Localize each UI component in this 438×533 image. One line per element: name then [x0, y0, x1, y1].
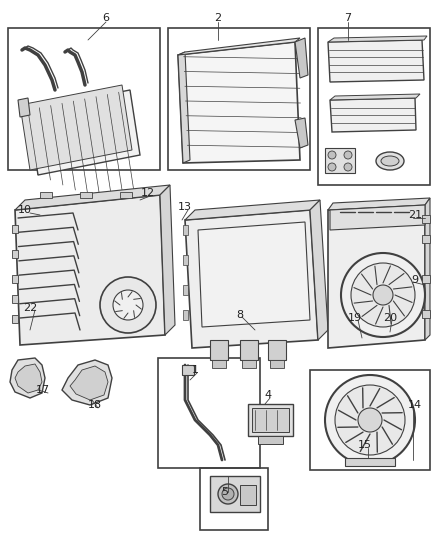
Polygon shape [178, 52, 190, 163]
Bar [183, 225, 188, 235]
Circle shape [222, 488, 234, 500]
Bar [345, 458, 395, 466]
Text: 14: 14 [408, 400, 422, 410]
Circle shape [341, 253, 425, 337]
Bar [183, 285, 188, 295]
Polygon shape [18, 98, 30, 117]
Polygon shape [328, 198, 430, 210]
Text: 1: 1 [191, 365, 198, 375]
Circle shape [373, 285, 393, 305]
Bar [318, 28, 430, 185]
Polygon shape [328, 205, 425, 348]
Bar [200, 468, 268, 530]
Circle shape [325, 375, 415, 465]
Polygon shape [178, 38, 300, 55]
Polygon shape [295, 118, 308, 148]
Bar [12, 250, 18, 258]
Polygon shape [62, 360, 112, 405]
Text: 12: 12 [141, 188, 155, 198]
Circle shape [358, 408, 382, 432]
Polygon shape [15, 185, 170, 210]
Bar [12, 315, 18, 323]
Text: 17: 17 [36, 385, 50, 395]
Circle shape [328, 151, 336, 159]
Polygon shape [198, 222, 310, 327]
Bar [240, 340, 258, 360]
Bar [212, 360, 226, 368]
Bar [120, 192, 132, 198]
Bar [12, 225, 18, 233]
Text: 2: 2 [215, 13, 222, 23]
Text: 9: 9 [411, 275, 419, 285]
Bar [248, 404, 293, 436]
Bar [270, 360, 284, 368]
Polygon shape [328, 36, 427, 42]
Ellipse shape [381, 156, 399, 166]
Polygon shape [325, 148, 355, 173]
Polygon shape [425, 198, 430, 340]
Circle shape [113, 290, 143, 320]
Bar [210, 340, 228, 360]
Bar [422, 310, 430, 318]
Polygon shape [28, 90, 140, 175]
Bar [168, 28, 310, 170]
Polygon shape [328, 40, 424, 82]
Text: 6: 6 [102, 13, 110, 23]
Polygon shape [15, 195, 165, 345]
Polygon shape [295, 38, 308, 78]
Bar [422, 235, 430, 243]
Polygon shape [178, 42, 300, 163]
Bar [12, 275, 18, 283]
Bar [252, 408, 289, 432]
Circle shape [218, 484, 238, 504]
Polygon shape [10, 358, 45, 398]
Bar [40, 192, 52, 198]
Text: 7: 7 [344, 13, 352, 23]
Circle shape [100, 277, 156, 333]
Polygon shape [20, 85, 132, 170]
Text: 18: 18 [88, 400, 102, 410]
Text: 15: 15 [358, 440, 372, 450]
Text: 8: 8 [237, 310, 244, 320]
Bar [422, 275, 430, 283]
Bar [183, 310, 188, 320]
Bar [8, 28, 160, 170]
Text: 10: 10 [18, 205, 32, 215]
Bar [268, 340, 286, 360]
Bar [240, 485, 256, 505]
Polygon shape [310, 200, 328, 340]
Text: 5: 5 [222, 487, 229, 497]
Text: 20: 20 [383, 313, 397, 323]
Text: 21: 21 [408, 210, 422, 220]
Polygon shape [70, 366, 108, 400]
Bar [210, 476, 260, 512]
Circle shape [351, 263, 415, 327]
Bar [258, 436, 283, 444]
Ellipse shape [376, 152, 404, 170]
Polygon shape [185, 200, 320, 220]
Polygon shape [160, 185, 175, 335]
Text: 13: 13 [178, 202, 192, 212]
Polygon shape [185, 210, 318, 348]
Text: 22: 22 [23, 303, 37, 313]
Bar [12, 295, 18, 303]
Bar [242, 360, 256, 368]
Bar [158, 358, 260, 468]
Bar [80, 192, 92, 198]
Polygon shape [330, 205, 425, 230]
Circle shape [335, 385, 405, 455]
Bar [422, 215, 430, 223]
Bar [310, 370, 430, 470]
Circle shape [344, 151, 352, 159]
Text: 19: 19 [348, 313, 362, 323]
Polygon shape [330, 94, 420, 100]
Bar [182, 365, 194, 375]
Polygon shape [15, 364, 42, 393]
Circle shape [344, 163, 352, 171]
Polygon shape [330, 98, 416, 132]
Bar [183, 255, 188, 265]
Circle shape [328, 163, 336, 171]
Text: 4: 4 [265, 390, 272, 400]
